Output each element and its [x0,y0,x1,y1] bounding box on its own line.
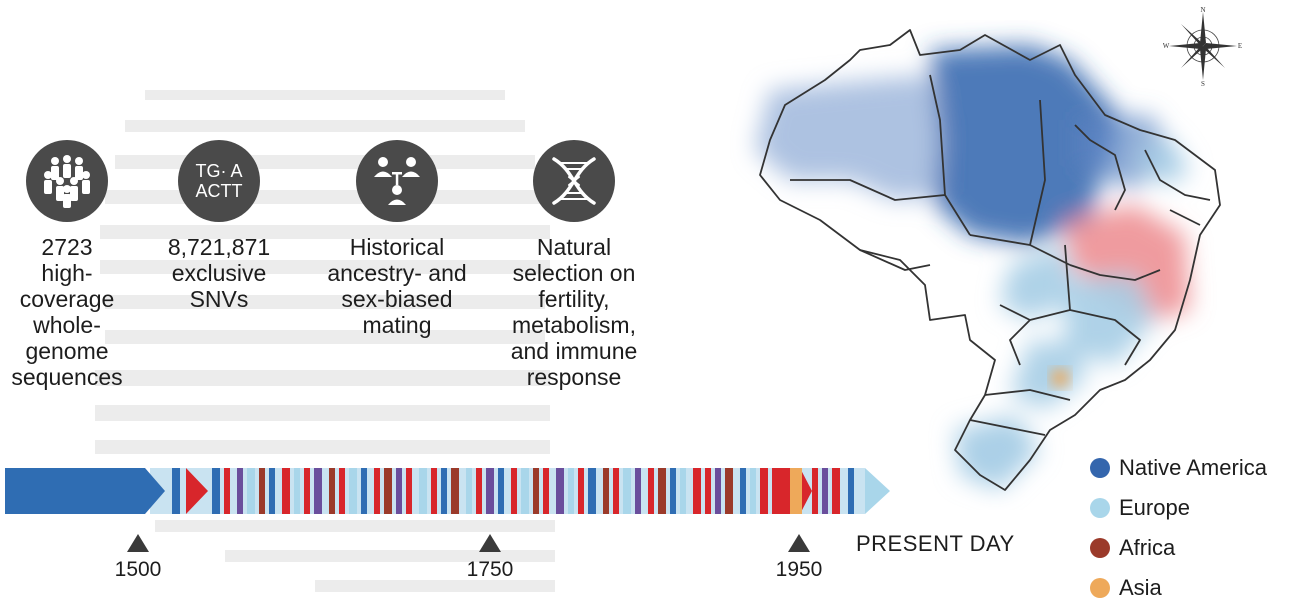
timeline-stripe [314,468,322,514]
timeline-stripe [349,468,357,514]
timeline-stripe [760,468,768,514]
timeline-stripe [237,468,243,514]
timeline-stripe [511,468,517,514]
timeline-stripe [725,468,733,514]
triangle-marker-icon [788,534,810,552]
timeline-stripe [578,468,584,514]
feature-snvs-caption: 8,721,871 exclusive SNVs [167,234,271,312]
timeline-stripe [521,468,529,514]
timeline-stripe [740,468,746,514]
timeline-native-segment [5,468,145,514]
timeline-stripe [476,468,482,514]
timeline-stripe [247,468,255,514]
timeline-native-chevron [145,468,165,514]
legend-item-europe: Europe [1090,488,1267,528]
timeline-stripe [259,468,265,514]
timeline-stripe [269,468,275,514]
pedigree-icon [356,140,438,222]
timeline-stripe [339,468,345,514]
timeline-stripe [172,468,180,514]
triangle-marker-icon [127,534,149,552]
timeline-stripe [431,468,437,514]
legend-item-asia: Asia [1090,568,1267,608]
timeline-stripe [603,468,609,514]
triangle-marker-icon [479,534,501,552]
timeline-arrow-head [865,468,890,514]
timeline-stripe [658,468,666,514]
asia-swatch [1090,578,1110,598]
admixture-timeline-bar [5,468,890,514]
timeline-stripe [648,468,654,514]
timeline-tick-1500: 1500 [98,534,178,582]
timeline-stripe [498,468,504,514]
timeline-stripe [224,468,230,514]
timeline-stripe [396,468,402,514]
timeline-stripe [800,468,812,514]
timeline-stripe [715,468,721,514]
timeline-stripe [623,468,631,514]
feature-mating-caption: Historical ancestry- and sex-biased mating [327,234,467,338]
compass-rose-icon: N S W E [1163,6,1242,86]
timeline-stripe [419,468,427,514]
timeline-asia-stripe [790,468,802,514]
timeline-stripe [750,468,756,514]
timeline-stripe [670,468,676,514]
timeline-stripe [812,468,818,514]
dna-helix-icon [533,140,615,222]
legend-item-native-america: Native America [1090,448,1267,488]
brazil-ancestry-map [755,29,1221,491]
timeline-stripe [361,468,367,514]
timeline-stripe [186,468,208,514]
timeline-stripe [635,468,641,514]
svg-text:S: S [1201,80,1205,86]
timeline-stripe [466,468,472,514]
timeline-stripe [374,468,380,514]
timeline-stripe [282,468,290,514]
timeline-stripe [329,468,335,514]
africa-swatch [1090,538,1110,558]
feature-snvs: TG· A ACTT 8,721,871 exclusive SNVs [144,140,294,312]
ancestry-legend: Native America Europe Africa Asia [1090,448,1267,608]
timeline-stripe [441,468,447,514]
timeline-stripe [848,468,854,514]
timeline-stripe [680,468,686,514]
timeline-tick-1950: 1950 [759,534,839,582]
timeline-stripe [832,468,840,514]
present-day-label: PRESENT DAY [856,531,1015,556]
native-america-swatch [1090,458,1110,478]
timeline-stripe [406,468,412,514]
timeline-stripe [486,468,494,514]
timeline-stripe [212,468,220,514]
people-group-icon [26,140,108,222]
timeline-stripe [451,468,459,514]
timeline-tick-1750: 1750 [450,534,530,582]
timeline-stripe [693,468,701,514]
timeline-stripe [533,468,539,514]
timeline-stripe [543,468,549,514]
feature-mating: Historical ancestry- and sex-biased mating [322,140,472,338]
dna-letters-icon: TG· A ACTT [178,140,260,222]
feature-genomes: 2723 high- coverage whole- genome sequences [0,140,142,390]
timeline-stripe [556,468,564,514]
timeline-stripe [294,468,300,514]
feature-selection-caption: Natural selection on fertility, metabolism… [510,234,638,390]
timeline-stripe [822,468,828,514]
timeline-stripe [568,468,574,514]
timeline-stripe [588,468,596,514]
feature-selection: Natural selection on fertility, metabolism… [499,140,649,390]
timeline-stripe [384,468,392,514]
timeline-stripe [613,468,619,514]
europe-swatch [1090,498,1110,518]
svg-text:W: W [1163,42,1170,50]
faded-background-text [95,90,555,592]
legend-item-africa: Africa [1090,528,1267,568]
timeline-stripe [705,468,711,514]
svg-text:E: E [1238,42,1242,50]
feature-genomes-caption: 2723 high- coverage whole- genome sequences [11,234,123,390]
timeline-stripe [304,468,310,514]
svg-text:N: N [1200,6,1205,14]
